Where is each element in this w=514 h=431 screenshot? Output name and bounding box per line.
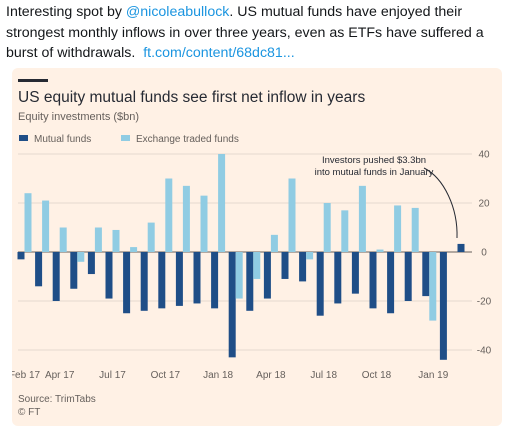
bar-etfs xyxy=(24,193,32,252)
bar-etfs xyxy=(288,178,296,252)
bar-mutual-funds xyxy=(299,252,307,282)
bar-etfs xyxy=(182,185,190,252)
tweet-text-start: Interesting spot by xyxy=(6,4,126,20)
x-axis-ticks: Feb 17 Apr 17 Jul 17 Oct 17 Jan 18 Apr 18 Jul … xyxy=(12,370,449,381)
x-tick-label: Feb 17 xyxy=(12,370,41,381)
bar-etfs xyxy=(306,252,314,260)
x-tick-label: Jan 19 xyxy=(418,370,448,381)
bar-etfs xyxy=(411,207,419,252)
y-axis-ticks: 40 20 0 -20 -40 xyxy=(477,150,492,357)
annotation-arrow xyxy=(423,167,458,239)
ft-accent-bar xyxy=(18,79,48,82)
bar-etfs xyxy=(253,252,261,279)
x-tick-label: Apr 18 xyxy=(256,370,286,381)
bar-mutual-funds xyxy=(140,252,148,311)
chart-subtitle: Equity investments ($bn) xyxy=(18,111,139,123)
x-tick-label: Jul 18 xyxy=(310,370,337,381)
bar-mutual-funds xyxy=(404,252,412,301)
bar-mutual-funds xyxy=(35,252,43,287)
bar-mutual-funds xyxy=(123,252,131,314)
bar-etfs xyxy=(77,252,85,262)
bar-mutual-funds xyxy=(228,252,236,358)
annotation-line-1: Investors pushed $3.3bn xyxy=(322,155,426,166)
bar-etfs xyxy=(394,205,402,252)
bar-etfs xyxy=(341,210,349,252)
annotation-line-2: into mutual funds in January xyxy=(315,167,434,178)
bar-mutual-funds xyxy=(175,252,183,306)
bar-mutual-funds xyxy=(158,252,166,309)
chart-legend: Mutual funds Exchange traded funds xyxy=(19,134,239,145)
bar-etfs xyxy=(358,185,366,252)
tweet-text: Interesting spot by @nicoleabullock. US … xyxy=(6,2,506,64)
bar-etfs xyxy=(323,203,331,252)
bar-etfs xyxy=(200,195,208,252)
bar-mutual-funds xyxy=(105,252,113,299)
bar-etfs xyxy=(218,154,226,252)
x-tick-label: Jul 17 xyxy=(99,370,126,381)
bar-mutual-funds xyxy=(246,252,254,311)
chart-annotation: Investors pushed $3.3bn into mutual fund… xyxy=(315,155,458,239)
bar-mutual-funds xyxy=(387,252,395,314)
bar-mutual-funds xyxy=(439,252,447,360)
legend-swatch-mutual-funds xyxy=(19,135,28,141)
bar-etfs xyxy=(429,252,437,321)
x-tick-label: Apr 17 xyxy=(45,370,75,381)
bar-mutual-funds xyxy=(369,252,377,309)
y-tick-label: -20 xyxy=(477,297,492,308)
bar-etfs xyxy=(59,227,67,252)
chart-title: US equity mutual funds see first net inf… xyxy=(18,89,365,106)
bar-mutual-funds xyxy=(263,252,271,299)
bar-etfs xyxy=(270,234,278,252)
bar-etfs xyxy=(42,200,50,252)
bar-mutual-funds xyxy=(193,252,201,304)
bar-mutual-funds xyxy=(316,252,324,316)
chart-bars xyxy=(17,154,465,360)
mention-link[interactable]: @nicoleabullock xyxy=(125,4,230,20)
bar-mutual-funds xyxy=(457,243,465,252)
bar-etfs xyxy=(94,227,102,252)
x-tick-label: Jan 18 xyxy=(203,370,233,381)
y-tick-label: 20 xyxy=(478,199,490,210)
y-tick-label: -40 xyxy=(477,346,492,357)
bar-etfs xyxy=(147,222,155,252)
bar-etfs xyxy=(130,247,138,252)
bar-mutual-funds xyxy=(87,252,95,275)
bar-mutual-funds xyxy=(70,252,78,289)
bar-mutual-funds xyxy=(52,252,60,301)
bar-etfs xyxy=(235,252,243,299)
article-link[interactable]: ft.com/content/68dc81... xyxy=(143,45,295,61)
chart-source: Source: TrimTabs xyxy=(18,394,96,405)
bar-mutual-funds xyxy=(334,252,342,304)
ft-bar-chart: US equity mutual funds see first net inf… xyxy=(12,79,492,418)
bar-etfs xyxy=(165,178,173,252)
bar-mutual-funds xyxy=(351,252,359,294)
bar-mutual-funds xyxy=(17,252,25,260)
legend-label-etfs: Exchange traded funds xyxy=(136,134,239,145)
legend-swatch-etfs xyxy=(121,135,130,141)
x-tick-label: Oct 17 xyxy=(151,370,181,381)
y-tick-label: 40 xyxy=(478,150,490,161)
tweet-text-body: . US mutual funds have enjoyed their str… xyxy=(6,4,484,61)
x-tick-label: Oct 18 xyxy=(362,370,392,381)
bar-mutual-funds xyxy=(281,252,289,279)
bar-mutual-funds xyxy=(211,252,219,309)
grid-lines xyxy=(18,153,472,351)
y-tick-label: 0 xyxy=(481,248,487,259)
chart-card[interactable]: US equity mutual funds see first net inf… xyxy=(12,68,502,426)
chart-credit: © FT xyxy=(18,407,40,418)
bar-mutual-funds xyxy=(422,252,430,297)
bar-etfs xyxy=(376,249,384,252)
legend-label-mutual-funds: Mutual funds xyxy=(34,134,91,145)
bar-etfs xyxy=(112,229,120,252)
